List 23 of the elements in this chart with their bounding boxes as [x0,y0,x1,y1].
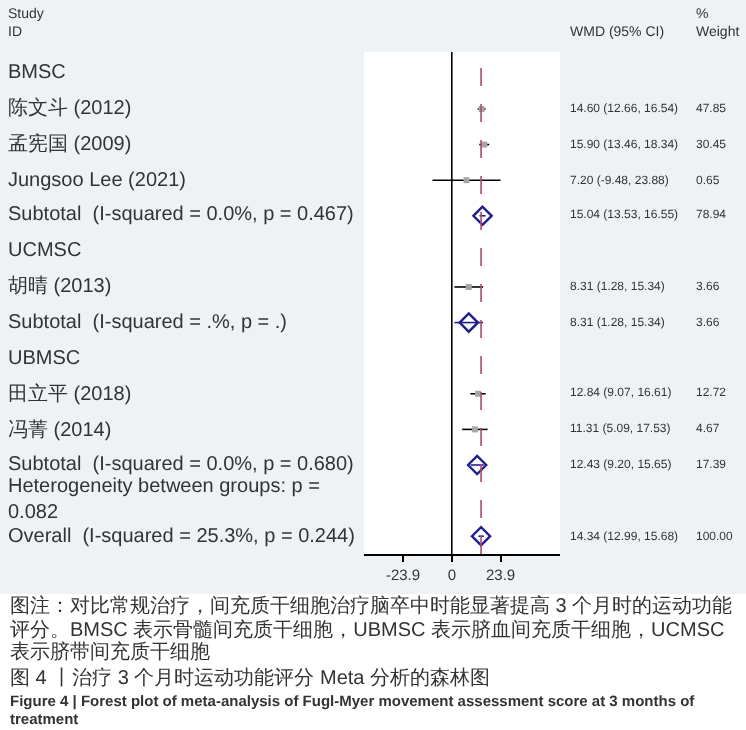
text: 图注：对比常规治疗，间充质干细胞治疗脑卒中时能显著提高 3 个月时的运动功能评分。BMSC 表示骨髓间充质干细胞，UBMSC 表示脐血间充质干细胞，UCMSC 表示脐带间充质干细胞 [10,596,735,665]
y-tick-label: UBMSC [8,348,81,370]
point [472,205,493,227]
text: 图 4 丨治疗 3 个月时运动功能评分 Meta 分析的森林图 [10,667,493,691]
y-tick-label: Heterogeneity between groups: p = 0.082 [8,476,321,524]
point [463,177,470,184]
y-tick-label: 陈文斗 (2012) [8,96,132,120]
y-tick-label: Subtotal (I-squared = 0.0%, p = 0.467) [8,204,354,226]
y-tick-label: 冯菁 (2014) [8,418,112,442]
y-tick-label: 孟宪国 (2009) [8,132,132,156]
point [471,426,478,433]
point [458,312,480,333]
y-tick-label: Overall (I-squared = 25.3%, p = 0.244) [8,526,355,548]
y-tick-label: 田立平 (2018) [8,382,132,406]
y-tick-label: 胡晴 (2013) [8,274,112,298]
point [466,454,488,476]
point [470,525,492,547]
y-tick-label: Subtotal (I-squared = 0.0%, p = 0.680) [8,454,354,476]
y-tick-label: BMSC [8,62,66,84]
y-tick-label: UCMSC [8,240,82,262]
y-tick-label: Subtotal (I-squared = .%, p = .) [8,312,288,334]
y-tick-label: Jungsoo Lee (2021) [8,170,186,192]
point [465,283,472,290]
